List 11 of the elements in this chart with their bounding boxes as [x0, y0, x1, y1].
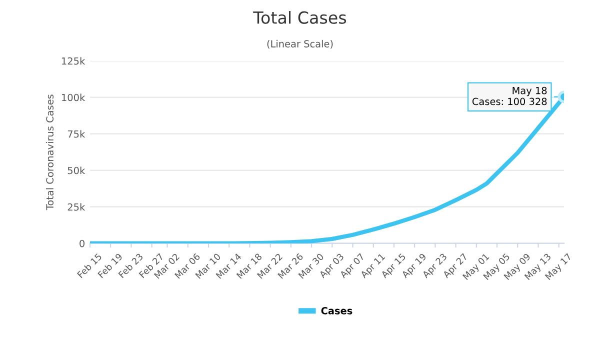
- y-tick-label: 0: [80, 240, 84, 248]
- chart-title: Total Cases: [253, 10, 346, 24]
- y-tick-label: 50k: [68, 166, 86, 174]
- y-tick-label: 125k: [62, 57, 86, 65]
- y-tick-label: 100k: [62, 94, 86, 102]
- chart-subtitle: (Linear Scale): [267, 40, 333, 49]
- legend-label: Cases: [321, 307, 352, 314]
- y-tick-label: 25k: [68, 203, 86, 211]
- y-axis-title: Total Coronavirus Cases: [46, 94, 54, 210]
- y-tick-label: 75k: [68, 130, 86, 138]
- annotation: May 18 Cases: 100 328: [472, 86, 547, 106]
